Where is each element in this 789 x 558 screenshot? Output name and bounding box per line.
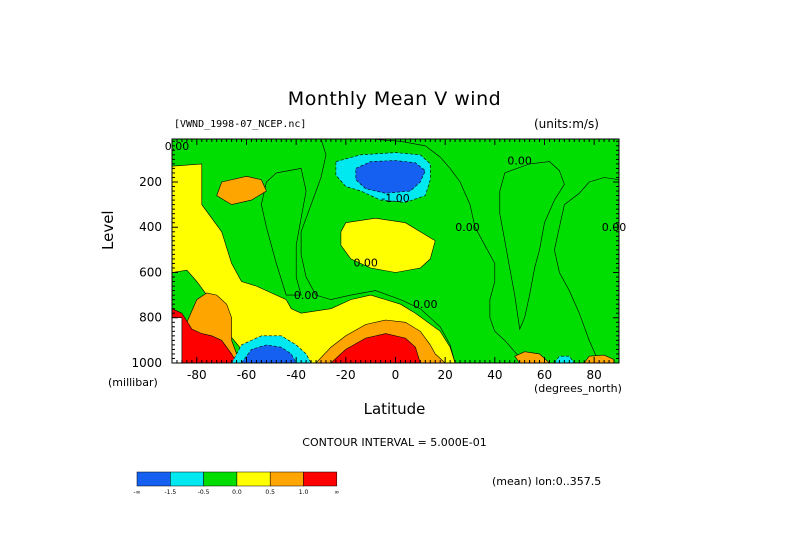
x-axis-unit: (degrees_north): [534, 382, 622, 395]
dataset-label: [VWND_1998-07_NCEP.nc]: [174, 119, 307, 130]
contour-label: 0.00: [455, 221, 480, 234]
contour-region-red: [330, 333, 421, 363]
contour-region-green: [261, 168, 307, 296]
y-tick-label: 600: [139, 265, 162, 279]
contour-region-white: [172, 317, 183, 363]
contour-region-green: [554, 177, 619, 363]
legend-swatch: [203, 471, 238, 487]
contour-region-yellow: [172, 163, 456, 363]
units-label: (units:m/s): [534, 117, 599, 131]
legend-label: -0.5: [198, 489, 210, 496]
x-tick-label: 80: [587, 368, 602, 382]
legend-swatch: [136, 471, 171, 487]
legend-swatch: [236, 471, 271, 487]
contour-region-orange: [216, 175, 267, 205]
legend-label: ∞: [334, 489, 339, 496]
legend-swatch: [303, 471, 338, 487]
y-tick-label: 200: [139, 175, 162, 189]
mean-footer-text: (mean) lon:0..357.5: [492, 475, 602, 488]
contour-regions: [172, 139, 619, 363]
x-tick-label: -60: [237, 368, 257, 382]
legend-label: -1.5: [164, 489, 176, 496]
contour-region-green: [499, 161, 565, 331]
contour-interval-text: CONTOUR INTERVAL = 5.000E-01: [302, 436, 487, 449]
legend-label: -∞: [133, 489, 140, 496]
y-tick-label: 800: [139, 311, 162, 325]
x-tick-label: 20: [438, 368, 453, 382]
contour-label: 0.00: [353, 256, 378, 269]
contour-region-orange: [583, 354, 615, 363]
contour-label: 0.00: [294, 289, 319, 302]
x-tick-label: 60: [537, 368, 552, 382]
x-tick-label: -40: [286, 368, 306, 382]
x-tick-label: 0: [392, 368, 400, 382]
contour-region-blue: [241, 344, 297, 363]
x-tick-label: 40: [487, 368, 502, 382]
x-axis-label: Latitude: [363, 400, 426, 418]
contour-region-blue: [355, 160, 426, 194]
y-axis-unit: (millibar): [108, 376, 158, 389]
legend-label: 1.0: [299, 489, 309, 496]
x-tick-label: -20: [336, 368, 356, 382]
y-tick-label: 1000: [131, 356, 162, 370]
contour-label: -1.00: [381, 192, 409, 205]
legend-swatch: [269, 471, 304, 487]
contour-label: 0.00: [507, 154, 532, 167]
contour-label: 0.00: [165, 140, 190, 153]
contour-region-orange: [514, 351, 550, 363]
legend-label: 0.0: [232, 489, 242, 496]
contour-region-yellow: [340, 217, 436, 273]
y-tick-label: 400: [139, 220, 162, 234]
chart-title: Monthly Mean V wind: [287, 88, 502, 110]
contour-label: 0.00: [413, 298, 438, 311]
legend-swatch: [170, 471, 204, 487]
contour-region-red: [172, 308, 237, 363]
legend-label: 0.5: [265, 489, 275, 496]
x-tick-label: -80: [187, 368, 207, 382]
